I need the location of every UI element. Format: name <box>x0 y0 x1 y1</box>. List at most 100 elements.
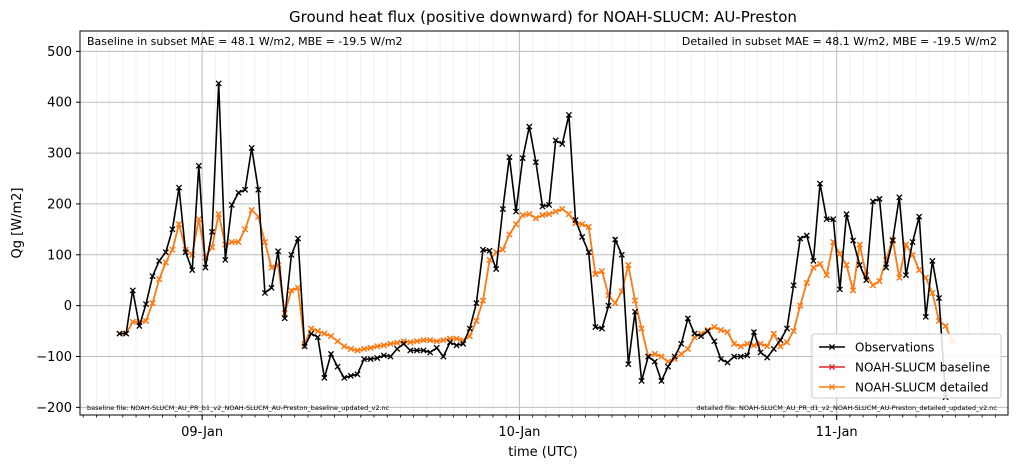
data-point <box>836 250 843 257</box>
data-point <box>380 352 387 359</box>
data-point <box>261 289 268 296</box>
data-point <box>360 345 368 352</box>
data-point <box>175 184 183 191</box>
data-point <box>638 377 645 384</box>
data-point <box>400 340 407 347</box>
data-point <box>790 282 797 289</box>
data-point <box>347 372 354 379</box>
data-point <box>453 342 460 349</box>
data-point <box>638 325 645 332</box>
legend-label: NOAH-SLUCM baseline <box>855 361 990 375</box>
data-point <box>327 333 335 340</box>
data-point <box>268 284 275 291</box>
data-point <box>704 328 711 335</box>
y-tick-label: 0 <box>64 299 72 314</box>
data-point <box>618 251 625 258</box>
data-point <box>770 330 777 337</box>
data-point <box>711 338 718 345</box>
y-tick-label: 100 <box>47 248 72 263</box>
legend-label: Observations <box>855 341 934 355</box>
data-point <box>598 268 606 275</box>
x-tick-label: 09-Jan <box>181 425 223 440</box>
data-point <box>757 349 764 356</box>
data-point <box>499 205 506 213</box>
data-point <box>499 246 506 253</box>
data-point <box>565 111 572 118</box>
chart-title: Ground heat flux (positive downward) for… <box>289 8 797 26</box>
data-point <box>909 239 916 246</box>
data-point <box>565 211 572 218</box>
y-tick-label: 400 <box>47 96 72 111</box>
data-point <box>407 339 414 346</box>
data-point <box>539 203 546 210</box>
data-point <box>585 249 592 256</box>
data-point <box>175 221 183 228</box>
data-point <box>896 274 903 281</box>
data-point <box>810 264 817 271</box>
data-point <box>830 216 837 223</box>
data-point <box>823 272 830 279</box>
x-tick-label: 10-Jan <box>498 425 540 440</box>
data-point <box>651 358 658 365</box>
data-point <box>519 155 526 162</box>
data-point <box>162 249 169 256</box>
data-point <box>625 361 632 368</box>
data-point <box>512 208 520 215</box>
data-point <box>321 330 328 337</box>
data-point <box>228 239 235 246</box>
data-point <box>334 363 341 370</box>
data-point <box>367 344 374 351</box>
data-point <box>889 237 896 244</box>
data-point <box>479 297 487 304</box>
data-point <box>750 329 758 336</box>
data-point <box>479 246 487 253</box>
x-tick-label: 11-Jan <box>816 425 858 440</box>
data-point <box>731 340 738 347</box>
data-point <box>341 374 348 381</box>
data-point <box>922 313 929 320</box>
y-tick-label: −200 <box>36 401 72 416</box>
data-point <box>764 343 771 350</box>
data-point <box>136 322 143 330</box>
data-point <box>314 328 321 335</box>
data-point <box>750 342 758 349</box>
y-tick-label: 200 <box>47 197 72 212</box>
data-point <box>803 232 810 239</box>
data-point <box>413 338 420 345</box>
data-point <box>764 354 771 361</box>
data-point <box>195 216 202 223</box>
data-point <box>876 195 883 202</box>
data-point <box>605 302 612 309</box>
data-point <box>248 144 255 152</box>
data-point <box>235 239 242 246</box>
detailed-file-note: detailed file: NOAH-SLUCM_AU_PR_d1_v2_NO… <box>696 404 997 412</box>
y-tick-label: −100 <box>36 350 72 365</box>
data-point <box>387 353 394 360</box>
data-point <box>453 335 460 342</box>
data-point <box>816 260 824 268</box>
data-point <box>208 228 216 235</box>
data-point <box>440 337 447 344</box>
data-point <box>116 330 123 337</box>
data-point <box>526 211 533 218</box>
data-point <box>850 287 857 294</box>
data-point <box>546 211 553 218</box>
data-point <box>149 300 156 307</box>
data-point <box>123 330 130 337</box>
data-point <box>579 233 586 241</box>
data-point <box>394 345 401 352</box>
data-point <box>486 256 493 263</box>
data-point <box>242 226 249 233</box>
data-point <box>294 235 302 242</box>
data-point <box>400 338 407 345</box>
data-point <box>810 257 817 264</box>
series-line <box>119 83 947 398</box>
data-point <box>248 206 255 214</box>
plot-frame <box>79 30 1009 416</box>
data-point <box>856 261 863 269</box>
data-point <box>598 325 606 332</box>
data-point <box>724 329 731 336</box>
data-point <box>532 215 539 222</box>
data-point <box>612 236 619 243</box>
data-point <box>380 342 387 349</box>
